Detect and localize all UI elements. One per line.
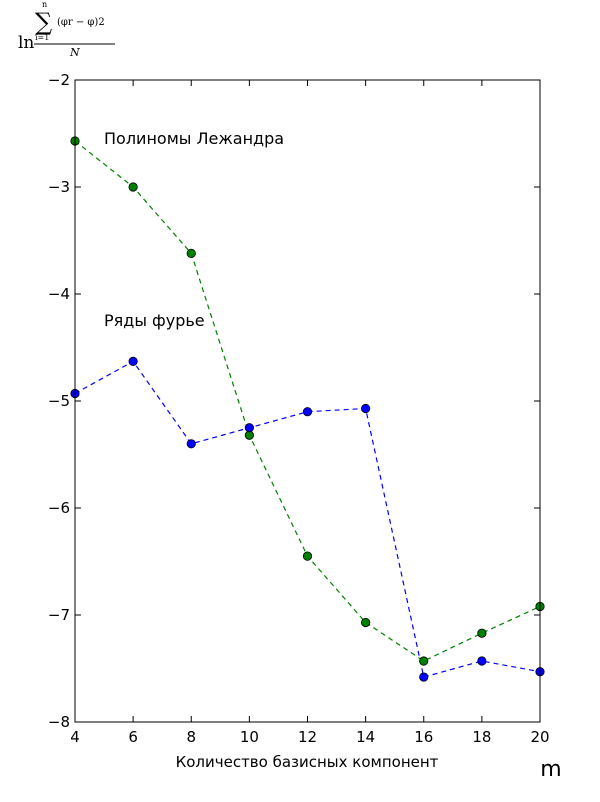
data-point-series-0 [128,182,138,192]
y-axis-label-formula: ln n ∑ i=1 (φr − φ)2 N [18,0,115,59]
y-tick-label: −5 [48,392,70,410]
plot-frame [74,79,541,723]
x-tick-label: 10 [240,728,259,746]
y-tick-label: −2 [48,71,70,89]
y-tick-label: −7 [48,606,70,624]
formula-upper-limit: n [42,0,47,9]
data-point-series-0 [186,248,196,258]
x-tick-label: 12 [298,728,317,746]
data-point-series-1 [186,439,196,449]
data-point-series-1 [477,656,487,666]
formula-lower-limit: i=1 [35,33,49,42]
data-point-series-0 [419,656,429,666]
x-tick-label: 16 [414,728,433,746]
x-tick-label: 4 [70,728,80,746]
y-tick-label: −6 [48,499,70,517]
data-point-series-1 [244,423,254,433]
data-point-series-1 [419,672,429,682]
x-axis-unit-label: m [540,757,561,782]
x-tick-label: 6 [128,728,138,746]
data-point-series-1 [128,356,138,367]
y-tick-label: −4 [48,285,70,303]
tick-group: 4 6 8 10 12 14 16 18 20 −2 −3 −4 −5 −6 −7 −8 [48,71,550,746]
formula-sum: ∑ [35,8,52,36]
x-tick-label: 20 [530,728,549,746]
x-tick-label: 18 [472,728,491,746]
formula-denominator: N [69,46,80,59]
formula-numerator: (φr − φ)2 [57,17,105,28]
series-line-1 [74,360,541,678]
data-point-series-1 [302,407,313,417]
y-tick-label: −3 [48,178,70,196]
formula-ln: ln [18,33,34,53]
x-axis-label: Количество базисных компонент [176,753,439,771]
series-layer [70,136,545,682]
data-point-series-0 [477,628,487,638]
data-point-series-0 [361,617,371,628]
y-tick-label: −8 [48,713,70,731]
x-tick-label: 14 [356,728,375,746]
data-point-series-1 [361,403,371,414]
x-tick-label: 8 [186,728,196,746]
series-line-0 [74,140,541,662]
annotation-legendre: Полиномы Лежандра [104,129,284,148]
annotation-fourier: Ряды фурье [104,311,205,330]
data-point-series-0 [302,551,313,561]
